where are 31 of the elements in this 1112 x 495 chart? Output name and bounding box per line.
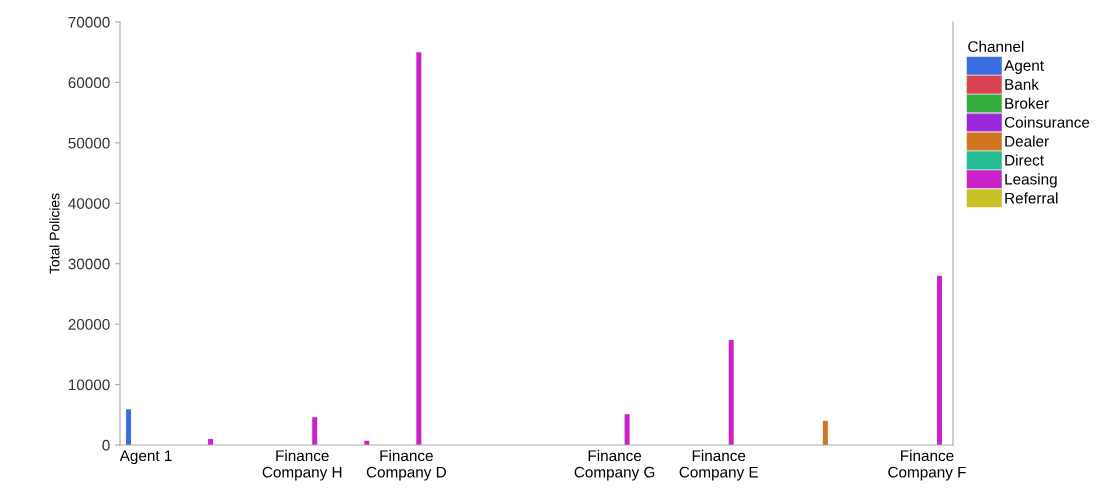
bar — [126, 409, 132, 445]
legend-label: Broker — [1005, 97, 1049, 109]
legend-label: Leasing — [1005, 173, 1057, 188]
y-tick-label: 10000 — [68, 379, 110, 391]
x-tick-label: Finance Company E — [679, 449, 758, 481]
bar — [624, 414, 630, 445]
bar — [822, 420, 828, 445]
bar — [936, 275, 942, 445]
y-tick-label: 40000 — [68, 198, 110, 209]
y-tick-label: 20000 — [68, 319, 110, 330]
y-axis-title: Total Policies — [49, 193, 60, 274]
y-tick-label: 50000 — [68, 137, 110, 149]
bar — [312, 417, 318, 445]
bar — [416, 52, 422, 445]
y-tick-label: 30000 — [68, 258, 110, 270]
x-tick-label: Agent 1 — [119, 450, 172, 465]
legend-title: Channel — [968, 40, 1024, 53]
legend-label: Bank — [1005, 78, 1039, 90]
bar — [728, 339, 734, 445]
legend-label: Direct — [1005, 154, 1044, 166]
x-tick-label: Finance Company G — [574, 449, 655, 481]
y-tick-label: 0 — [102, 439, 110, 451]
legend-label: Referral — [1005, 192, 1058, 204]
y-tick-label: 60000 — [68, 77, 110, 89]
legend-label: Agent — [1004, 60, 1044, 74]
y-tick-label: 70000 — [68, 16, 110, 28]
legend-label: Dealer — [1005, 135, 1049, 147]
x-tick-label: Finance Company F — [888, 449, 966, 481]
legend-label: Coinsurance — [1004, 116, 1090, 128]
x-tick-label: Finance Company H — [262, 449, 342, 481]
x-tick-label: Finance Company D — [366, 449, 446, 481]
